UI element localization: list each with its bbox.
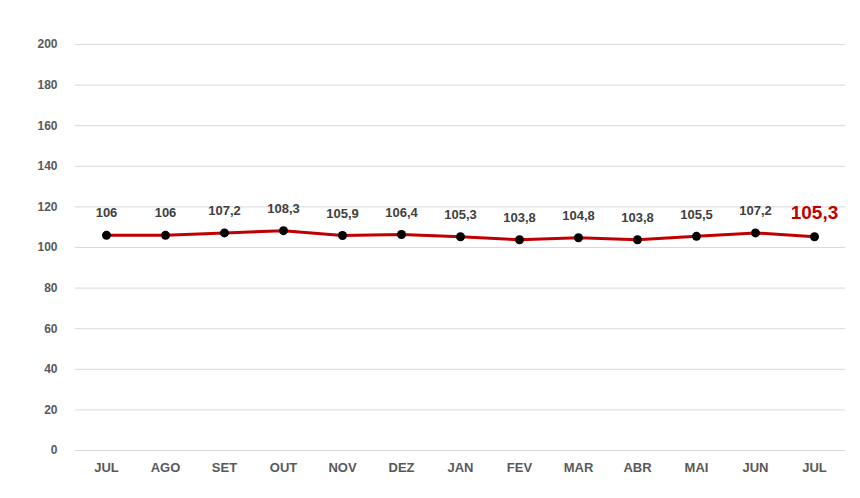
svg-text:140: 140 [37, 159, 57, 173]
svg-text:JUL: JUL [802, 460, 827, 475]
svg-text:MAR: MAR [564, 460, 594, 475]
svg-text:DEZ: DEZ [389, 460, 415, 475]
svg-text:FEV: FEV [507, 460, 533, 475]
svg-text:20: 20 [44, 403, 58, 417]
svg-text:160: 160 [37, 119, 57, 133]
svg-text:105,5: 105,5 [680, 206, 713, 221]
svg-text:105,9: 105,9 [326, 206, 359, 221]
svg-text:JUL: JUL [94, 460, 119, 475]
svg-text:180: 180 [37, 78, 57, 92]
svg-text:AGO: AGO [151, 460, 181, 475]
svg-text:104,8: 104,8 [562, 208, 595, 223]
svg-text:106: 106 [96, 205, 118, 220]
svg-text:105,3: 105,3 [791, 202, 839, 223]
svg-text:105,3: 105,3 [444, 207, 477, 222]
svg-text:SET: SET [212, 460, 237, 475]
svg-text:OUT: OUT [270, 460, 298, 475]
svg-text:107,2: 107,2 [739, 203, 772, 218]
svg-text:103,8: 103,8 [621, 210, 654, 225]
svg-text:107,2: 107,2 [208, 203, 241, 218]
svg-text:0: 0 [51, 443, 58, 457]
svg-text:103,8: 103,8 [503, 210, 536, 225]
svg-text:JAN: JAN [447, 460, 473, 475]
svg-text:200: 200 [37, 37, 57, 51]
svg-text:NOV: NOV [328, 460, 357, 475]
svg-text:40: 40 [44, 362, 58, 376]
svg-text:106: 106 [155, 205, 177, 220]
svg-text:106,4: 106,4 [385, 205, 418, 220]
svg-text:108,3: 108,3 [267, 201, 300, 216]
svg-text:JUN: JUN [742, 460, 768, 475]
svg-text:MAI: MAI [685, 460, 709, 475]
svg-text:60: 60 [44, 322, 58, 336]
svg-text:100: 100 [37, 240, 57, 254]
svg-text:120: 120 [37, 200, 57, 214]
svg-text:80: 80 [44, 281, 58, 295]
svg-text:ABR: ABR [623, 460, 652, 475]
